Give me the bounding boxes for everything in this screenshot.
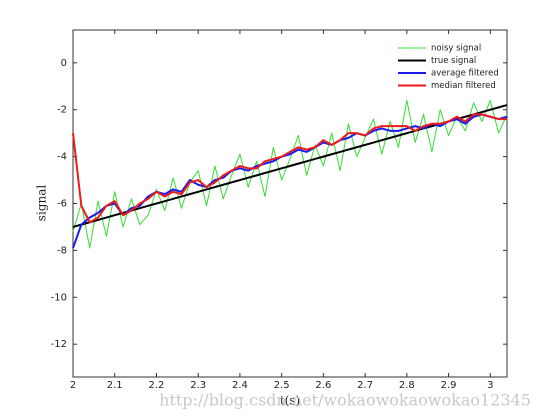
x-tick-label: 2 — [70, 380, 76, 391]
x-axis-label: t(s) — [280, 394, 300, 408]
x-tick-label: 2.5 — [274, 380, 290, 391]
series-line — [72, 99, 508, 249]
y-tick-label: -12 — [51, 339, 67, 350]
legend-label: median filtered — [431, 81, 496, 91]
x-tick-label: 2.9 — [441, 380, 457, 391]
x-tick-label: 2.2 — [149, 380, 165, 391]
x-tick-label: 2.7 — [357, 380, 373, 391]
x-tick-label: 3 — [487, 380, 493, 391]
legend-label: true signal — [431, 56, 476, 66]
x-tick-label: 2.6 — [315, 380, 331, 391]
legend-label: noisy signal — [431, 44, 481, 54]
legend-label: average filtered — [431, 69, 499, 79]
y-tick-label: -4 — [57, 152, 67, 163]
y-axis-label: signal — [35, 185, 49, 222]
y-tick-label: 0 — [61, 58, 67, 69]
y-tick-label: -6 — [57, 199, 67, 210]
y-tick-label: -2 — [57, 105, 67, 116]
watermark: http://blog.csdn.net/wokaowokaowokao1234… — [159, 391, 531, 410]
x-tick-label: 2.8 — [399, 380, 415, 391]
y-tick-label: -8 — [57, 245, 67, 256]
x-tick-label: 2.1 — [107, 380, 123, 391]
x-tick-label: 2.4 — [232, 380, 248, 391]
x-tick-label: 2.3 — [190, 380, 206, 391]
series-line — [72, 113, 507, 224]
y-tick-label: -10 — [51, 292, 67, 303]
